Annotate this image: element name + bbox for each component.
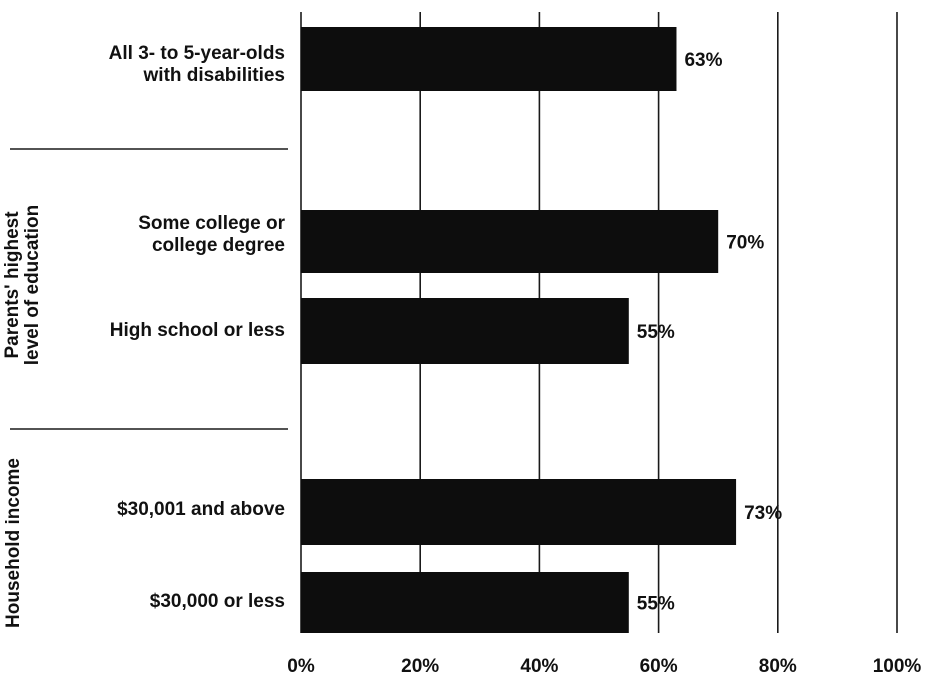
value-label-3: 73% [744, 503, 782, 524]
x-tick-label-2: 40% [520, 656, 558, 677]
bar-3 [301, 479, 737, 545]
value-labels: 63% 70% 55% 73% 55% [637, 50, 782, 615]
value-label-1: 70% [726, 233, 764, 254]
value-label-0: 63% [684, 50, 722, 71]
bar-4 [301, 572, 629, 633]
bar-0 [301, 27, 677, 91]
x-tick-label-3: 60% [640, 656, 678, 677]
x-tick-label-1: 20% [401, 656, 439, 677]
category-label-income-high: $30,001 and above [117, 499, 285, 520]
group-label-education: Parents' highest level of education [2, 204, 43, 366]
category-label-high-school: High school or less [109, 320, 285, 341]
group-separators [10, 148, 288, 430]
category-label-income-low: $30,000 or less [149, 591, 285, 612]
value-label-4: 55% [637, 594, 675, 615]
x-axis-tick-labels: 0% 20% 40% 60% 80% 100% [287, 656, 921, 677]
x-tick-label-0: 0% [287, 656, 315, 677]
x-tick-label-5: 100% [873, 656, 922, 677]
group-label-income: Household income [3, 458, 24, 628]
bar-2 [301, 298, 629, 364]
value-label-2: 55% [637, 322, 675, 343]
bars [301, 27, 737, 633]
bar-1 [301, 210, 719, 273]
x-tick-label-4: 80% [759, 656, 797, 677]
category-label-all: All 3- to 5-year-olds with disabilities [108, 43, 285, 86]
category-label-some-college: Some college or college degree [138, 213, 285, 256]
